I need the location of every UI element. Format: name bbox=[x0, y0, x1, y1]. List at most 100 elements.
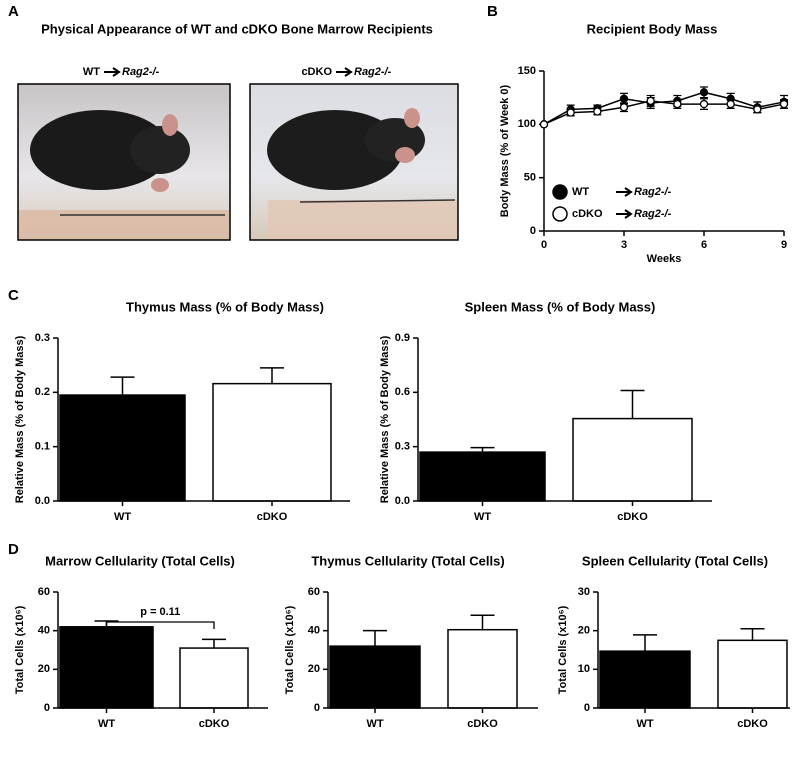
x-tick-label: WT bbox=[474, 511, 491, 523]
legend-marker bbox=[552, 206, 568, 222]
y-tick-label: 20 bbox=[578, 625, 590, 637]
error-bar bbox=[470, 614, 495, 630]
x-tick-label: 6 bbox=[701, 239, 707, 251]
legend-recipient: Rag2-/- bbox=[634, 208, 672, 220]
marker bbox=[619, 94, 629, 103]
marker bbox=[566, 108, 575, 117]
bar bbox=[419, 451, 546, 502]
y-tick-label: 0 bbox=[530, 225, 536, 237]
annotation: p = 0.11 bbox=[140, 606, 180, 618]
panel-label: D bbox=[8, 541, 19, 558]
bar bbox=[329, 645, 421, 709]
significance-bracket bbox=[105, 621, 215, 629]
y-axis-label: Total Cells (x10⁶) bbox=[284, 605, 296, 694]
marker bbox=[726, 99, 735, 109]
panel-label: B bbox=[487, 3, 498, 20]
x-axis-label: Weeks bbox=[647, 253, 682, 265]
marker bbox=[539, 120, 549, 129]
x-tick-label: cDKO bbox=[737, 718, 768, 730]
photo bbox=[17, 83, 231, 241]
marker bbox=[753, 105, 762, 114]
series-line bbox=[543, 100, 785, 126]
bar bbox=[59, 394, 186, 502]
photo bbox=[249, 83, 459, 241]
error-bar bbox=[202, 638, 226, 649]
x-tick-label: WT bbox=[366, 718, 383, 730]
y-axis-label: Total Cells (x10⁶) bbox=[557, 605, 569, 694]
y-axis-label: Relative Mass (% of Body Mass) bbox=[14, 335, 26, 503]
chart-title: Spleen Cellularity (Total Cells) bbox=[582, 553, 768, 568]
y-tick-label: 40 bbox=[38, 625, 50, 637]
x-tick-label: cDKO bbox=[617, 511, 648, 523]
marker bbox=[699, 88, 709, 97]
y-tick-label: 60 bbox=[308, 586, 320, 598]
bar bbox=[179, 647, 249, 709]
y-axis-label: Body Mass (% of Week 0) bbox=[499, 84, 511, 217]
panel-label: C bbox=[8, 287, 19, 304]
chart-title: Thymus Cellularity (Total Cells) bbox=[311, 553, 504, 568]
error-bar bbox=[470, 446, 495, 453]
y-tick-label: 0.2 bbox=[35, 386, 50, 398]
error-bar bbox=[633, 634, 657, 652]
y-tick-label: 0 bbox=[314, 702, 320, 714]
y-tick-label: 30 bbox=[578, 586, 590, 598]
y-axis-label: Total Cells (x10⁶) bbox=[14, 605, 26, 694]
y-tick-label: 0.6 bbox=[395, 386, 410, 398]
photo-title: Physical Appearance of WT and cDKO Bone … bbox=[41, 21, 433, 36]
bar bbox=[717, 639, 788, 709]
error-bar bbox=[620, 389, 645, 419]
legend-arrow bbox=[616, 187, 633, 197]
marker bbox=[646, 96, 655, 106]
chart-title: Marrow Cellularity (Total Cells) bbox=[45, 553, 235, 568]
error-bar bbox=[260, 367, 284, 384]
x-tick-label: WT bbox=[98, 718, 115, 730]
y-tick-label: 0.1 bbox=[35, 441, 50, 453]
y-tick-label: 60 bbox=[38, 586, 50, 598]
y-tick-label: 0 bbox=[584, 702, 590, 714]
y-axis-label: Relative Mass (% of Body Mass) bbox=[379, 335, 391, 503]
y-tick-label: 0 bbox=[44, 702, 50, 714]
error-bar bbox=[740, 627, 765, 641]
x-tick-label: WT bbox=[636, 718, 653, 730]
x-tick-label: cDKO bbox=[257, 511, 288, 523]
y-tick-label: 20 bbox=[308, 663, 320, 675]
bar bbox=[572, 417, 693, 502]
marker bbox=[619, 103, 629, 112]
y-tick-label: 0.0 bbox=[35, 495, 50, 507]
bar bbox=[212, 382, 332, 502]
caption-recipient: Rag2-/- bbox=[354, 66, 392, 78]
legend-arrow bbox=[616, 209, 633, 219]
chart-title: Thymus Mass (% of Body Mass) bbox=[126, 299, 324, 314]
y-tick-label: 20 bbox=[38, 663, 50, 675]
panel-label: A bbox=[8, 3, 19, 20]
chart-title: Recipient Body Mass bbox=[587, 21, 718, 36]
y-tick-label: 0.9 bbox=[395, 332, 410, 344]
y-tick-label: 0.0 bbox=[395, 495, 410, 507]
legend-label: cDKO bbox=[572, 208, 603, 220]
y-tick-label: 0.3 bbox=[35, 332, 50, 344]
y-tick-label: 50 bbox=[524, 172, 536, 184]
marker bbox=[673, 99, 682, 109]
x-tick-label: 9 bbox=[781, 239, 787, 251]
x-tick-label: 0 bbox=[541, 239, 547, 251]
x-tick-label: WT bbox=[114, 511, 131, 523]
legend-marker bbox=[552, 184, 568, 200]
y-tick-label: 0.3 bbox=[395, 441, 410, 453]
caption-donor: WT bbox=[83, 66, 100, 78]
error-bar bbox=[363, 629, 387, 647]
error-bar bbox=[110, 376, 135, 396]
bar bbox=[447, 628, 518, 709]
chart-title: Spleen Mass (% of Body Mass) bbox=[465, 299, 656, 314]
caption-donor: cDKO bbox=[301, 66, 332, 78]
marker bbox=[699, 99, 709, 109]
series-line bbox=[543, 91, 785, 125]
y-tick-label: 150 bbox=[518, 65, 536, 77]
marker bbox=[593, 107, 602, 116]
x-tick-label: cDKO bbox=[467, 718, 498, 730]
legend-label: WT bbox=[572, 186, 589, 198]
photo-caption: WT Rag2-/- cDKO Rag2-/- bbox=[83, 66, 392, 78]
y-tick-label: 10 bbox=[578, 663, 590, 675]
x-tick-label: cDKO bbox=[199, 718, 230, 730]
y-tick-label: 40 bbox=[308, 625, 320, 637]
